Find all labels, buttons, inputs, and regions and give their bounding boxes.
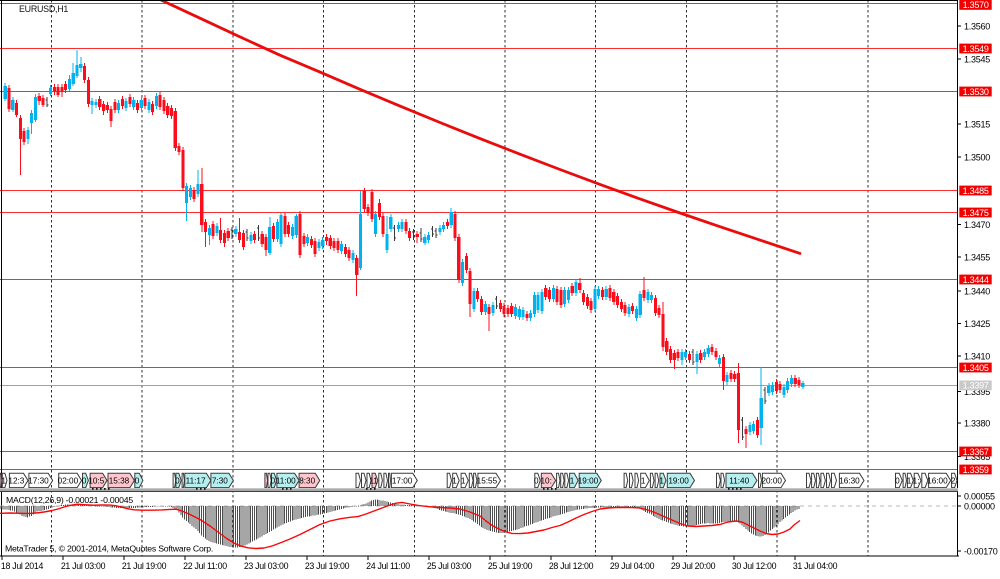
svg-text:31 Jul 04:00: 31 Jul 04:00 <box>793 561 838 571</box>
svg-text:1.3395: 1.3395 <box>964 387 990 397</box>
svg-text:15:55: 15:55 <box>477 476 498 485</box>
svg-text:8:30: 8:30 <box>299 476 315 485</box>
svg-text:20:00: 20:00 <box>761 476 782 485</box>
svg-text:0: 0 <box>135 476 140 485</box>
svg-text:18 Jul 2014: 18 Jul 2014 <box>1 561 44 571</box>
svg-text:MetaTrader 5, © 2001-2014, Met: MetaTrader 5, © 2001-2014, MetaQuotes So… <box>5 543 213 553</box>
svg-text:0: 0 <box>271 476 276 485</box>
svg-text:12:3: 12:3 <box>8 476 24 485</box>
svg-text:29 Jul 20:00: 29 Jul 20:00 <box>671 561 716 571</box>
svg-text:1: 1 <box>452 476 457 485</box>
svg-text:1.3500: 1.3500 <box>964 152 990 162</box>
svg-text:MACD(12,26,9) -0.00021 -0.0004: MACD(12,26,9) -0.00021 -0.00045 <box>6 495 133 505</box>
svg-text:30 Jul 12:00: 30 Jul 12:00 <box>732 561 777 571</box>
svg-text:1.3549: 1.3549 <box>963 44 989 54</box>
svg-text:1.3560: 1.3560 <box>964 21 990 31</box>
svg-text:1.3410: 1.3410 <box>964 351 990 361</box>
svg-text:17:30: 17:30 <box>28 476 49 485</box>
svg-text:22 Jul 11:00: 22 Jul 11:00 <box>183 561 227 571</box>
svg-text:0: 0 <box>895 476 900 485</box>
svg-text:-0.00170: -0.00170 <box>964 546 998 556</box>
svg-text:0.00055: 0.00055 <box>964 491 995 501</box>
svg-text:19:00: 19:00 <box>668 476 689 485</box>
svg-text:16:30: 16:30 <box>839 476 860 485</box>
svg-text:1.3425: 1.3425 <box>964 319 990 329</box>
svg-text:1: 1 <box>659 476 664 485</box>
svg-text:EURUSD,H1: EURUSD,H1 <box>19 4 68 14</box>
svg-text:1.3470: 1.3470 <box>964 220 990 230</box>
svg-text:10:5: 10:5 <box>88 476 104 485</box>
svg-text:25 Jul 03:00: 25 Jul 03:00 <box>427 561 472 571</box>
svg-text:1.3545: 1.3545 <box>964 54 990 64</box>
svg-text:1.3440: 1.3440 <box>964 286 990 296</box>
svg-text:1.3367: 1.3367 <box>963 447 989 457</box>
svg-text:1.3515: 1.3515 <box>964 119 990 129</box>
svg-text:25 Jul 19:00: 25 Jul 19:00 <box>488 561 533 571</box>
svg-text:02:00: 02:00 <box>58 476 79 485</box>
svg-text:1.3475: 1.3475 <box>963 208 989 218</box>
svg-text:11:40: 11:40 <box>729 476 749 485</box>
svg-text:11:17: 11:17 <box>186 476 206 485</box>
svg-text:0: 0 <box>82 476 87 485</box>
svg-text:1.3405: 1.3405 <box>963 363 989 373</box>
svg-text:1: 1 <box>907 476 912 485</box>
svg-text:23 Jul 19:00: 23 Jul 19:00 <box>305 561 350 571</box>
svg-text:29 Jul 04:00: 29 Jul 04:00 <box>610 561 655 571</box>
svg-text:1: 1 <box>1 476 6 485</box>
svg-text:1.3444: 1.3444 <box>963 275 989 285</box>
svg-text:1.3397: 1.3397 <box>963 381 989 391</box>
svg-text:19:00: 19:00 <box>578 476 599 485</box>
svg-text:1:: 1: <box>913 476 920 485</box>
svg-text:1.3365: 1.3365 <box>964 452 990 462</box>
svg-text:0.00000: 0.00000 <box>964 501 995 511</box>
svg-text:16:00: 16:00 <box>927 476 948 485</box>
svg-text:1: 1 <box>461 476 466 485</box>
svg-text:0: 0 <box>175 476 180 485</box>
svg-text:1.3530: 1.3530 <box>963 87 989 97</box>
svg-text:15:38: 15:38 <box>109 476 130 485</box>
svg-text:23 Jul 03:00: 23 Jul 03:00 <box>244 561 289 571</box>
svg-text:10:: 10: <box>541 476 552 485</box>
svg-text:1.3570: 1.3570 <box>963 0 989 10</box>
svg-text:7:30: 7:30 <box>212 476 228 485</box>
svg-text:11: 11 <box>369 476 378 485</box>
svg-text:1.3485: 1.3485 <box>963 186 989 196</box>
svg-text:1: 1 <box>570 476 575 485</box>
svg-text:0: 0 <box>534 476 539 485</box>
svg-text:11:00: 11:00 <box>276 476 296 485</box>
svg-text:1: 1 <box>641 476 646 485</box>
svg-text:2: 2 <box>951 476 956 485</box>
svg-text:24 Jul 11:00: 24 Jul 11:00 <box>366 561 410 571</box>
svg-text:21 Jul 19:00: 21 Jul 19:00 <box>122 561 167 571</box>
svg-text:17:00: 17:00 <box>392 476 413 485</box>
svg-text:21 Jul 03:00: 21 Jul 03:00 <box>61 561 106 571</box>
svg-text:1.3359: 1.3359 <box>963 465 989 475</box>
svg-text:1.3380: 1.3380 <box>964 418 990 428</box>
svg-text:1.3455: 1.3455 <box>964 252 990 262</box>
svg-text:28 Jul 12:00: 28 Jul 12:00 <box>549 561 594 571</box>
